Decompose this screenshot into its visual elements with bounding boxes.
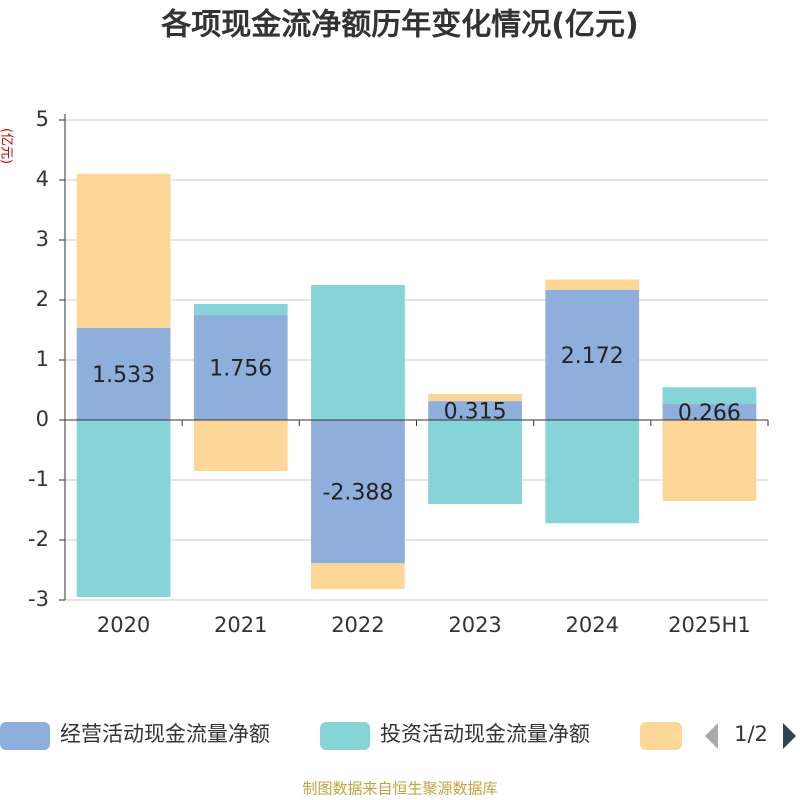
bar-segment xyxy=(76,328,171,420)
legend-swatch xyxy=(0,722,50,750)
bar-segment xyxy=(662,404,757,420)
source-note: 制图数据来自恒生聚源数据库 xyxy=(302,780,497,798)
bar-segment xyxy=(545,420,640,524)
legend-swatch xyxy=(320,722,370,750)
legend-swatch xyxy=(640,722,682,750)
bar-segment xyxy=(193,303,288,315)
legend-label: 经营活动现金流量净额 xyxy=(60,722,270,746)
x-tick-label: 2020 xyxy=(97,613,150,637)
chart-title: 各项现金流净额历年变化情况(亿元) xyxy=(160,8,638,43)
x-tick-label: 2024 xyxy=(566,613,619,637)
bar-segment xyxy=(662,387,757,405)
x-tick-label: 2025H1 xyxy=(668,613,751,637)
legend-label: 投资活动现金流量净额 xyxy=(380,722,590,746)
bar-segment xyxy=(545,279,640,290)
data-label: 2.172 xyxy=(561,344,624,369)
y-tick-label: 4 xyxy=(36,167,49,191)
bar-segment xyxy=(193,314,288,420)
bar-segment xyxy=(76,420,171,597)
y-tick-label: -2 xyxy=(28,527,49,551)
bar-segment xyxy=(545,289,640,420)
bar-segment xyxy=(311,420,405,564)
y-tick-label: 3 xyxy=(36,227,49,251)
data-label: -2.388 xyxy=(322,481,393,506)
y-axis-label: (亿元) xyxy=(0,128,14,164)
data-label: 1.533 xyxy=(92,363,155,388)
data-label: 0.315 xyxy=(444,400,507,425)
bar-segment xyxy=(193,420,288,471)
x-tick-label: 2022 xyxy=(331,613,384,637)
legend-prev[interactable] xyxy=(705,723,718,749)
x-tick-label: 2023 xyxy=(448,613,501,637)
bar-segment xyxy=(428,393,522,402)
legend-page: 1/2 xyxy=(734,722,768,746)
bar-segment xyxy=(428,420,522,504)
bar-segment xyxy=(428,401,522,420)
y-tick-label: 5 xyxy=(36,107,49,131)
x-tick-label: 2021 xyxy=(214,613,267,637)
data-label: 1.756 xyxy=(209,356,272,381)
bar-segment xyxy=(311,563,405,590)
y-tick-label: -1 xyxy=(28,467,49,491)
bar-segment xyxy=(662,420,757,501)
y-tick-label: 2 xyxy=(36,287,49,311)
y-tick-label: 0 xyxy=(36,407,49,431)
bar-segment xyxy=(311,285,405,420)
data-label: 0.266 xyxy=(678,401,741,426)
bar-segment xyxy=(76,173,171,329)
y-tick-label: -3 xyxy=(28,587,49,611)
legend-next[interactable] xyxy=(783,723,796,749)
y-tick-label: 1 xyxy=(36,347,49,371)
